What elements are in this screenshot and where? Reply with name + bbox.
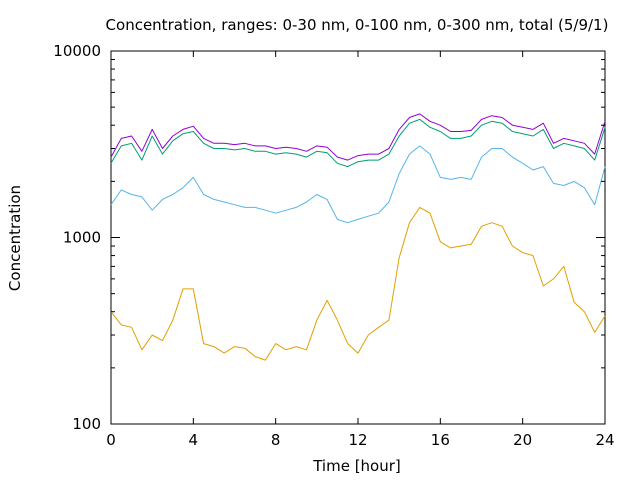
x-tick-label: 20 <box>513 431 532 449</box>
y-tick-label: 1000 <box>63 229 101 247</box>
y-tick-label: 10000 <box>53 42 101 60</box>
x-tick-label: 12 <box>348 431 367 449</box>
series-line-0 <box>110 206 606 361</box>
x-tick-label: 16 <box>431 431 450 449</box>
x-axis-label: Time [hour] <box>312 457 401 475</box>
series-line-3 <box>110 113 606 161</box>
series-line-1 <box>110 145 606 224</box>
axis-ticks: 0 4 8 12 16 20 24 100 1000 10000 <box>53 42 614 449</box>
y-axis-label: Concentration <box>6 185 24 291</box>
x-tick-label: 4 <box>189 431 199 449</box>
x-tick-label: 24 <box>595 431 614 449</box>
series-line-2 <box>110 118 606 168</box>
plot-area <box>110 50 606 425</box>
y-tick-label: 100 <box>72 415 101 433</box>
x-tick-label: 8 <box>271 431 281 449</box>
plot-frame <box>110 50 606 425</box>
chart-title: Concentration, ranges: 0-30 nm, 0-100 nm… <box>106 16 609 34</box>
x-tick-label: 0 <box>106 431 116 449</box>
